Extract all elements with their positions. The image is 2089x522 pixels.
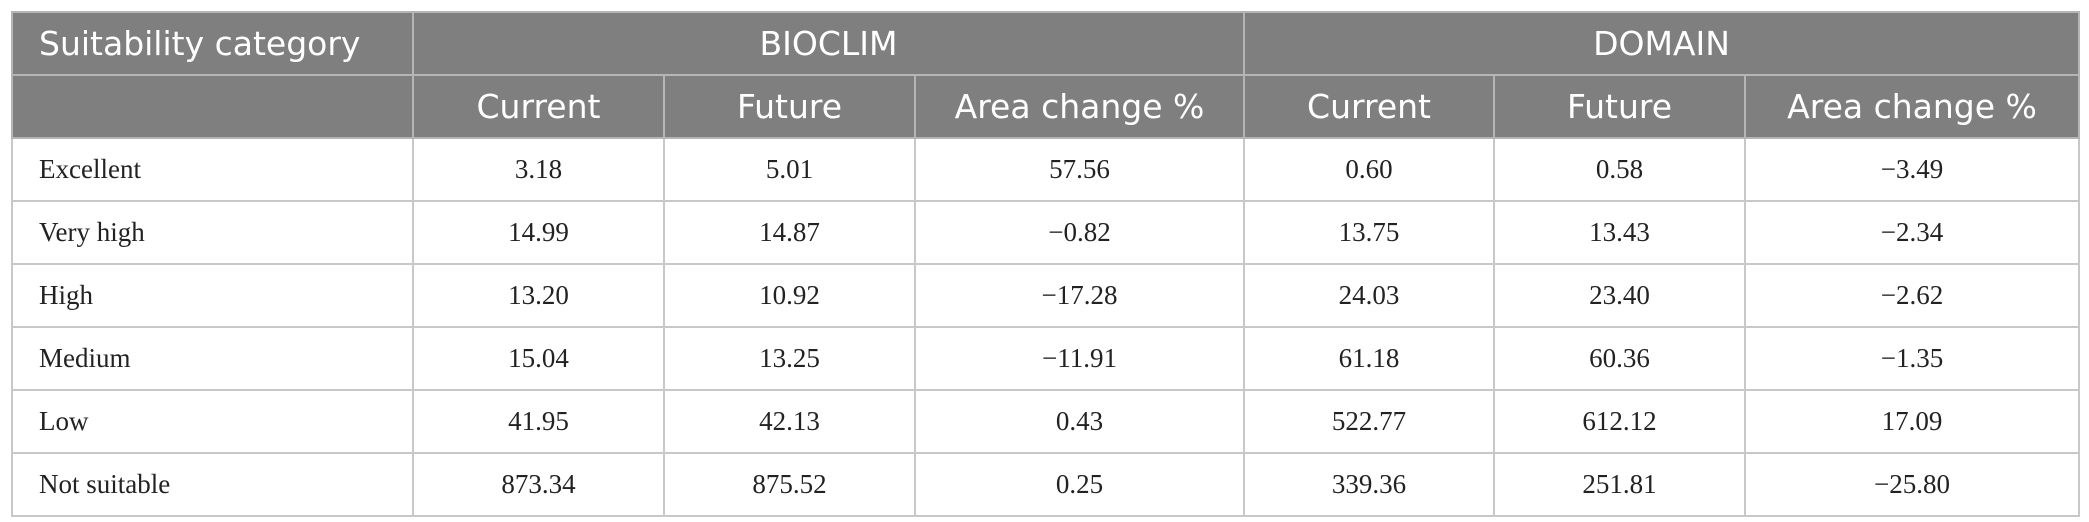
table-row: Not suitable 873.34 875.52 0.25 339.36 251.81… <box>11 452 2081 517</box>
table-header: Suitability category BIOCLIM DOMAIN Curr… <box>11 11 2081 139</box>
group-header: DOMAIN <box>1243 11 2081 76</box>
table-cell: 17.09 <box>1744 389 2081 454</box>
table-cell: 3.18 <box>412 137 665 202</box>
table-cell: 42.13 <box>663 389 916 454</box>
table-cell: 60.36 <box>1493 326 1747 391</box>
table-cell: 61.18 <box>1243 326 1496 391</box>
row-label: Low <box>11 389 414 454</box>
table-cell: 13.43 <box>1493 200 1747 265</box>
table-cell: 14.99 <box>412 200 665 265</box>
table-cell: 0.43 <box>913 389 1246 454</box>
header-cell: Current <box>1243 74 1496 139</box>
row-label: Very high <box>11 200 414 265</box>
header-cell <box>11 74 414 139</box>
table-cell: 873.34 <box>412 452 665 517</box>
table-row: High 13.20 10.92 −17.28 24.03 23.40 −2.62 <box>11 263 2081 328</box>
table-cell: 13.25 <box>663 326 916 391</box>
table-cell: 0.58 <box>1493 137 1747 202</box>
data-table: Suitability category BIOCLIM DOMAIN Curr… <box>11 11 2081 517</box>
row-label: High <box>11 263 414 328</box>
table-cell: 24.03 <box>1243 263 1496 328</box>
header-cell: Area change % <box>913 74 1246 139</box>
table-cell: −2.34 <box>1744 200 2081 265</box>
table-cell: 875.52 <box>663 452 916 517</box>
table-row: Medium 15.04 13.25 −11.91 61.18 60.36 −1.35 <box>11 326 2081 391</box>
row-label: Not suitable <box>11 452 414 517</box>
table-cell: −25.80 <box>1744 452 2081 517</box>
table-cell: 5.01 <box>663 137 916 202</box>
header-cell: Future <box>1493 74 1747 139</box>
table-cell: −11.91 <box>913 326 1246 391</box>
table-cell: 339.36 <box>1243 452 1496 517</box>
table-cell: −0.82 <box>913 200 1246 265</box>
table-cell: −17.28 <box>913 263 1246 328</box>
header-row: Suitability category BIOCLIM DOMAIN <box>11 11 2081 76</box>
table-row: Low 41.95 42.13 0.43 522.77 612.12 17.09 <box>11 389 2081 454</box>
row-label: Excellent <box>11 137 414 202</box>
table-cell: 522.77 <box>1243 389 1496 454</box>
table-cell: 0.60 <box>1243 137 1496 202</box>
table-cell: −3.49 <box>1744 137 2081 202</box>
header-cell: Future <box>663 74 916 139</box>
table-row: Very high 14.99 14.87 −0.82 13.75 13.43 −2.34 <box>11 200 2081 265</box>
table-cell: 612.12 <box>1493 389 1747 454</box>
table-row: Excellent 3.18 5.01 57.56 0.60 0.58 −3.49 <box>11 137 2081 202</box>
table-cell: 57.56 <box>913 137 1246 202</box>
table-cell: 10.92 <box>663 263 916 328</box>
table-cell: 13.75 <box>1243 200 1496 265</box>
table-cell: 13.20 <box>412 263 665 328</box>
table-body: Excellent 3.18 5.01 57.56 0.60 0.58 −3.49 Very … <box>11 137 2081 517</box>
table-cell: −1.35 <box>1744 326 2081 391</box>
header-cell: Area change % <box>1744 74 2081 139</box>
table-cell: 15.04 <box>412 326 665 391</box>
table-cell: 251.81 <box>1493 452 1747 517</box>
group-header: BIOCLIM <box>411 11 1246 76</box>
table-cell: 23.40 <box>1493 263 1747 328</box>
header-row: Current Future Area change % Current Future A… <box>11 74 2081 139</box>
table-cell: 0.25 <box>913 452 1246 517</box>
table-cell: 41.95 <box>412 389 665 454</box>
header-cell: Current <box>412 74 665 139</box>
header-cell: Suitability category <box>11 11 414 76</box>
row-label: Medium <box>11 326 414 391</box>
table-cell: −2.62 <box>1744 263 2081 328</box>
table-cell: 14.87 <box>663 200 916 265</box>
